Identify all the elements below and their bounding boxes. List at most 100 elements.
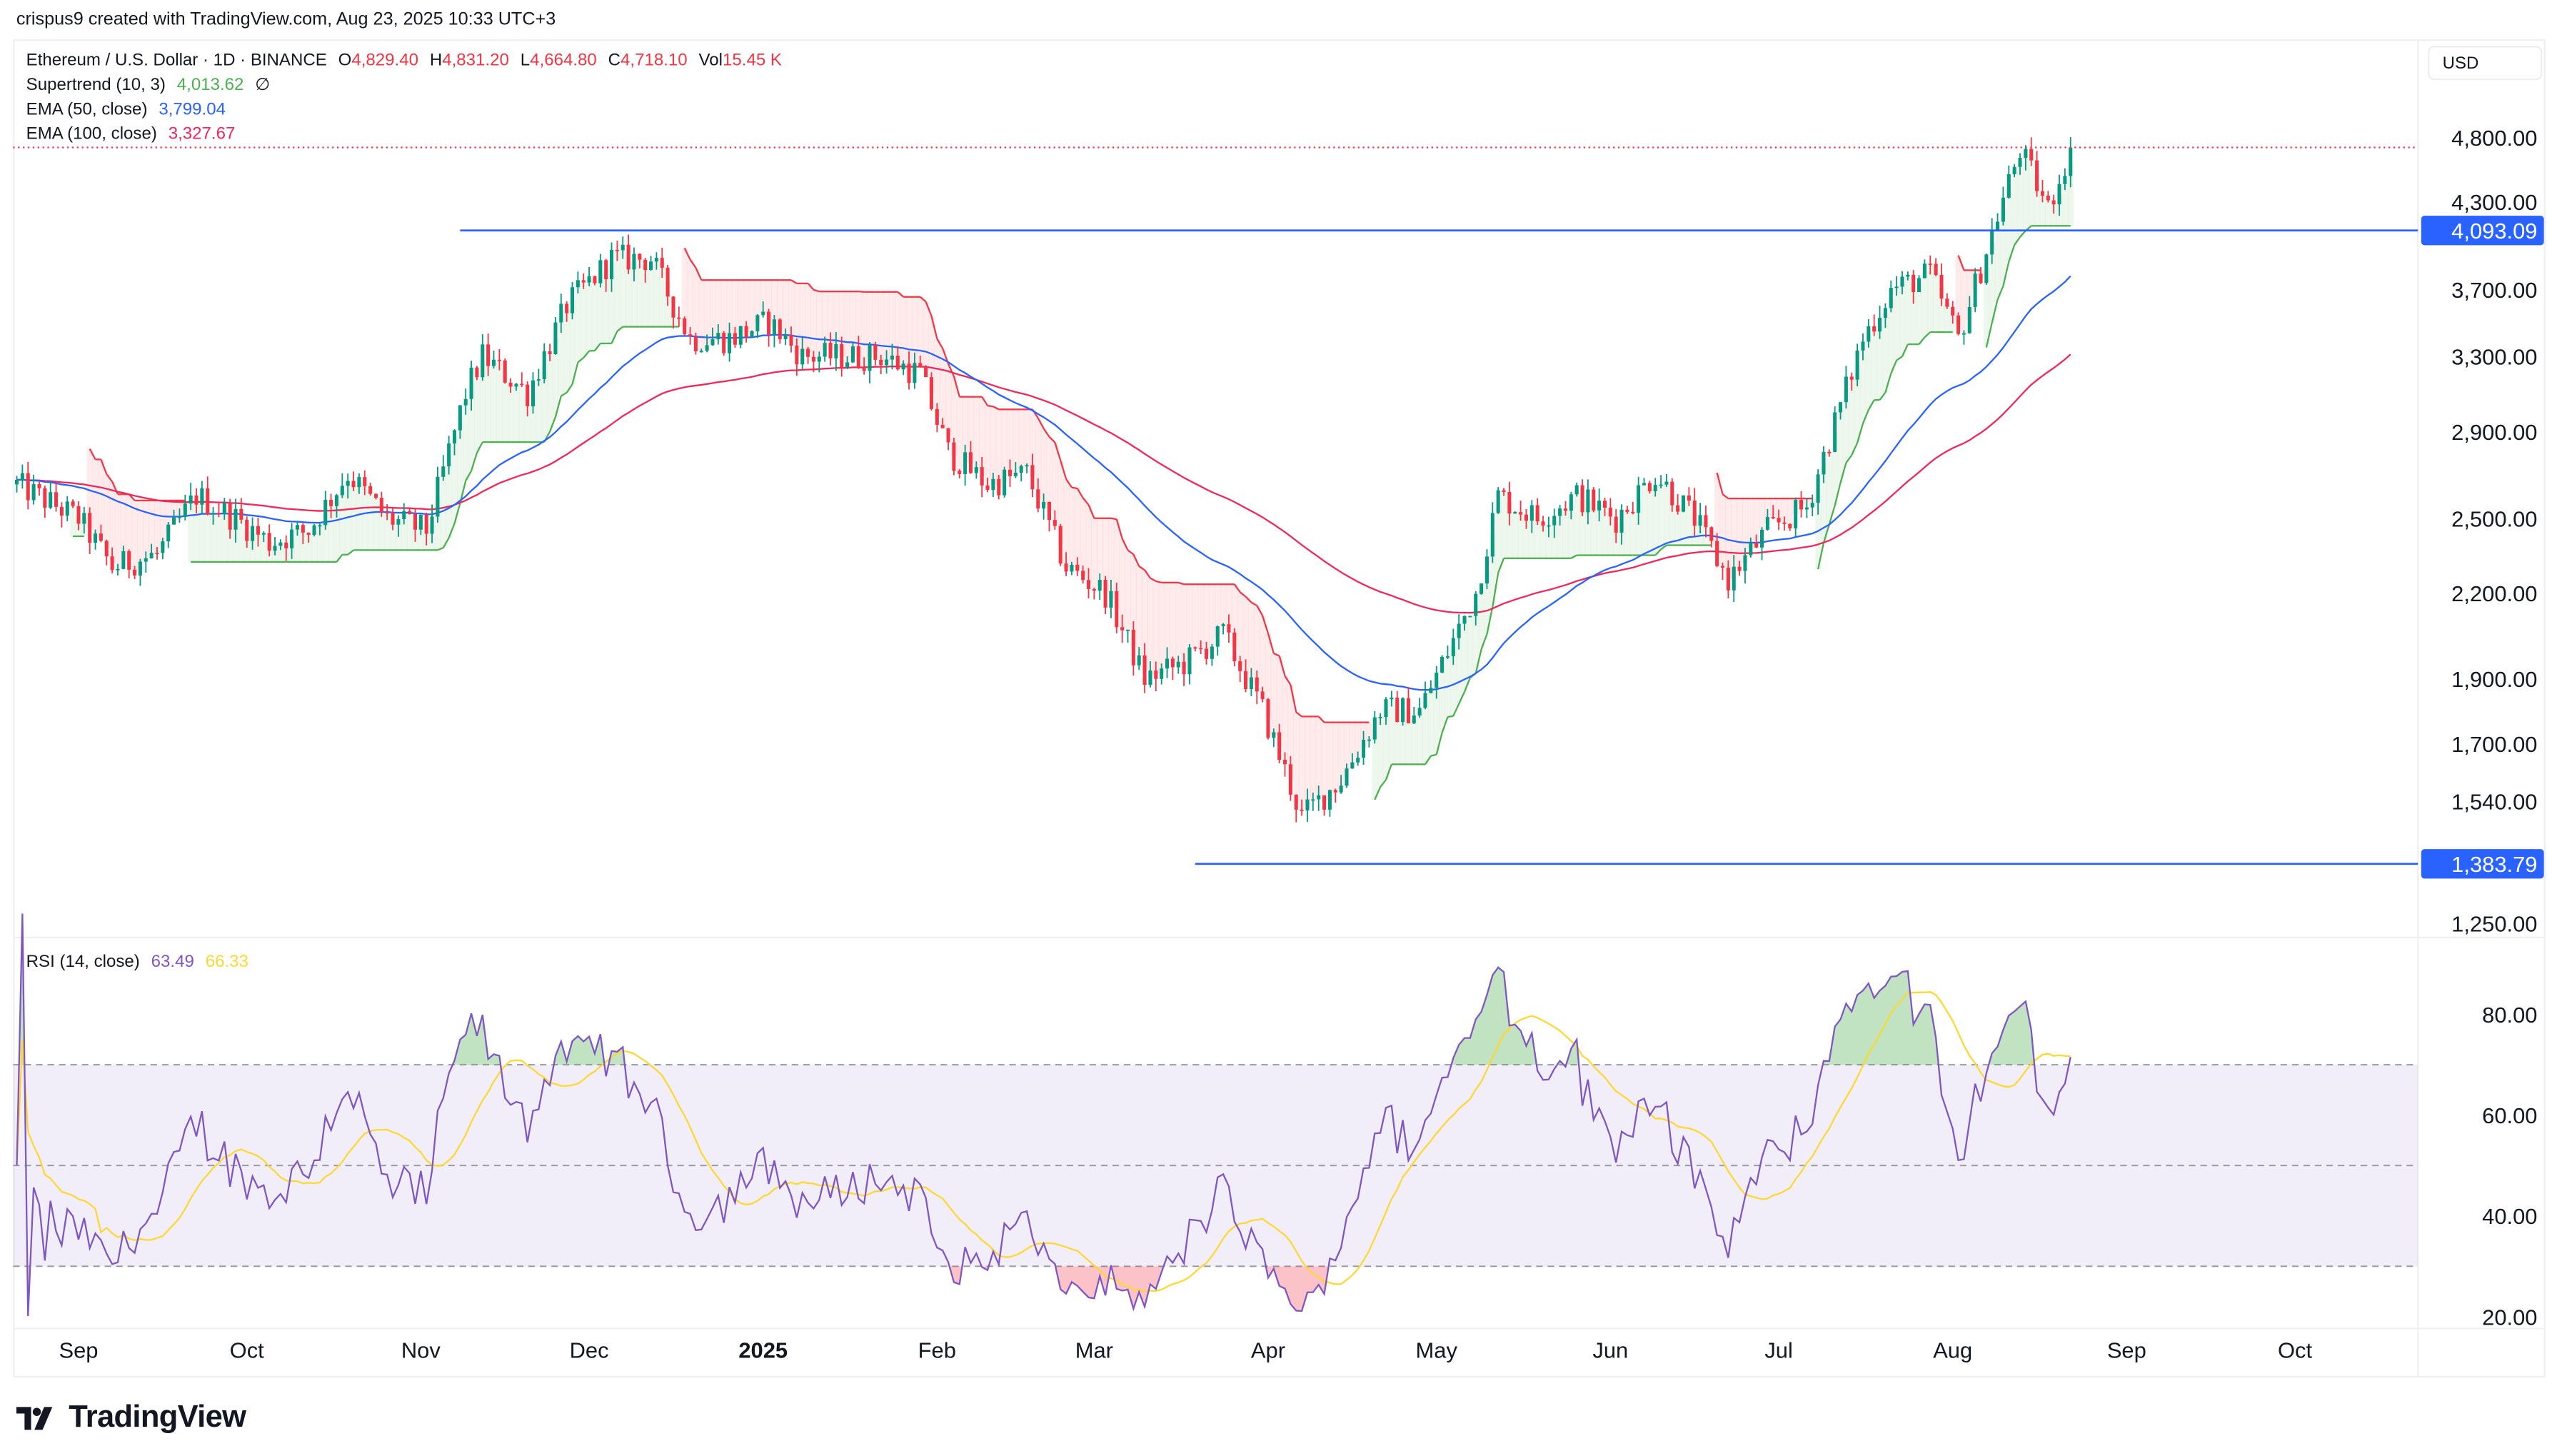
candle-body	[857, 346, 860, 367]
time-tick-label: Oct	[230, 1338, 264, 1363]
candle-body	[795, 346, 798, 364]
rsi-tick-label: 40.00	[2482, 1204, 2537, 1229]
supertrend-fill	[1091, 518, 1097, 590]
candle-body	[1277, 732, 1281, 760]
supertrend-fill	[1282, 676, 1288, 762]
candle-body	[745, 326, 748, 337]
candle-body	[930, 377, 933, 409]
supertrend-fill	[620, 248, 626, 327]
candle-body	[1777, 518, 1781, 522]
candle-body	[543, 351, 546, 379]
currency-button[interactable]: USD	[2428, 46, 2542, 80]
candle-body	[1507, 492, 1511, 513]
supertrend-fill	[1428, 691, 1434, 756]
candle-body	[233, 509, 237, 530]
supertrend-fill	[1271, 653, 1277, 735]
supertrend-fill	[519, 384, 525, 442]
supertrend-fill	[1047, 437, 1053, 511]
candle-body	[1817, 474, 1820, 503]
candle-body	[1457, 624, 1461, 638]
candle-body	[1328, 790, 1332, 809]
supertrend-value: 4,013.62	[177, 75, 244, 94]
time-tick-label: Apr	[1251, 1338, 1285, 1363]
time-tick-label: Jul	[1764, 1338, 1793, 1363]
supertrend-legend[interactable]: Supertrend (10, 3) 4,013.62 ∅	[26, 75, 277, 94]
candle-body	[1900, 276, 1904, 286]
supertrend-fill	[1389, 698, 1395, 764]
candle-body	[1872, 326, 1876, 331]
candle-body	[1519, 512, 1522, 515]
candle-body	[105, 541, 109, 556]
candle-body	[1648, 483, 1652, 491]
candle-body	[1878, 318, 1882, 331]
candle-body	[1782, 523, 1786, 524]
supertrend-fill	[115, 494, 121, 569]
supertrend-fill	[592, 280, 598, 351]
candle-body	[1586, 489, 1589, 512]
supertrend-fill	[1894, 287, 1899, 360]
candle-body	[722, 333, 725, 353]
candle-body	[559, 303, 563, 322]
candle-body	[1637, 486, 1640, 513]
supertrend-fill	[1574, 490, 1579, 556]
candle-body	[1272, 732, 1275, 738]
candle-body	[1210, 647, 1214, 659]
candle-body	[1401, 698, 1405, 722]
candle-body	[1609, 508, 1612, 517]
rsi-legend[interactable]: RSI (14, close) 63.49 66.33	[26, 952, 255, 971]
supertrend-fill	[575, 283, 581, 362]
rsi-label: RSI (14, close)	[26, 952, 140, 971]
candle-body	[2063, 176, 2066, 184]
candle-body	[812, 357, 815, 362]
candle-body	[761, 312, 765, 316]
candle-body	[1917, 278, 1921, 292]
candle-body	[1614, 516, 1618, 532]
candle-body	[1642, 483, 1646, 485]
candle-body	[1715, 541, 1719, 566]
time-tick-label: 2025	[738, 1338, 788, 1363]
candle-body	[598, 260, 602, 283]
candle-body	[1418, 708, 1422, 716]
candle-body	[958, 471, 961, 474]
close-value: 4,718.10	[621, 51, 688, 70]
candle-body	[453, 431, 456, 443]
candle-body	[1008, 470, 1012, 476]
ema50-legend[interactable]: EMA (50, close) 3,799.04	[26, 100, 232, 119]
supertrend-fill	[648, 266, 654, 326]
candle-body	[908, 363, 911, 383]
supertrend-fill	[783, 280, 788, 337]
candle-body	[1143, 656, 1147, 685]
candle-body	[1025, 465, 1029, 466]
candle-body	[997, 479, 1000, 496]
candle-body	[1929, 263, 1932, 265]
ema100-legend[interactable]: EMA (100, close) 3,327.67	[26, 124, 242, 144]
supertrend-fill	[547, 353, 553, 431]
candle-body	[15, 480, 19, 484]
tradingview-logo[interactable]: TradingView	[16, 1400, 246, 1436]
horizontal-line-label: 1,383.79	[2451, 852, 2537, 877]
candle-body	[2046, 196, 2050, 201]
supertrend-fill	[1192, 584, 1198, 648]
supertrend-fill	[749, 280, 755, 334]
candle-body	[1951, 307, 1954, 316]
candle-body	[1266, 699, 1270, 738]
time-tick-label: Mar	[1075, 1338, 1113, 1363]
supertrend-fill	[845, 291, 850, 365]
supertrend-fill	[682, 248, 688, 326]
candle-body	[778, 319, 782, 339]
candle-body	[845, 362, 849, 367]
candle-body	[391, 513, 395, 525]
candle-body	[1227, 624, 1230, 633]
candle-body	[268, 533, 271, 551]
candle-body	[2035, 161, 2039, 191]
candle-body	[520, 383, 523, 385]
candle-body	[99, 533, 103, 541]
rsi-tick-label: 80.00	[2482, 1003, 2537, 1028]
candle-body	[492, 360, 496, 366]
candle-body	[1996, 222, 1999, 231]
candle-body	[1524, 515, 1528, 521]
supertrend-fill	[1237, 592, 1243, 666]
candle-body	[1160, 668, 1163, 679]
symbol-name[interactable]: Ethereum / U.S. Dollar · 1D · BINANCE	[26, 51, 327, 70]
